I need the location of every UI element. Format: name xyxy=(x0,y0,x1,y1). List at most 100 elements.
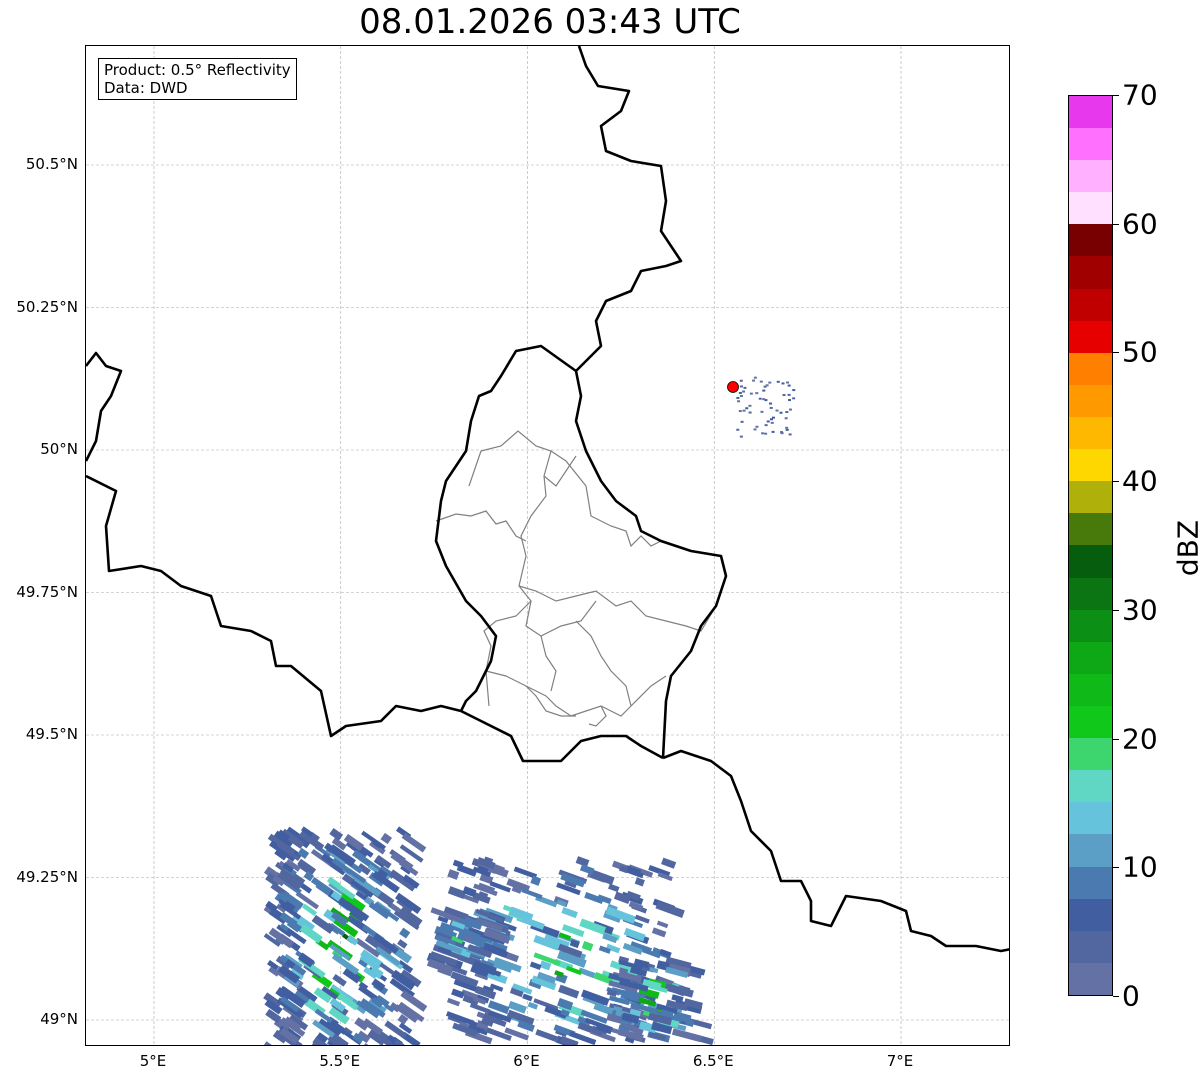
echo-pixel xyxy=(558,932,572,941)
echo-pixel xyxy=(464,934,474,943)
echo-pixel xyxy=(331,953,360,975)
echo-pixel xyxy=(328,844,356,867)
y-tick-label: 49°N xyxy=(40,1010,78,1028)
echo-pixel xyxy=(435,940,463,955)
echo-pixel xyxy=(462,886,477,898)
colorbar xyxy=(1068,95,1113,996)
echo-pixel xyxy=(362,1018,384,1036)
echo-pixel xyxy=(656,920,669,929)
echo-pixel xyxy=(544,1005,568,1019)
echo-pixel xyxy=(371,997,384,1008)
echo-pixel xyxy=(780,432,784,435)
echo-pixel xyxy=(402,874,420,889)
echo-pixel xyxy=(342,967,362,984)
echo-pixel xyxy=(613,1005,623,1013)
echo-pixel xyxy=(331,837,347,851)
echo-pixel xyxy=(450,971,479,987)
echo-pixel xyxy=(529,961,542,970)
echo-pixel xyxy=(285,858,301,872)
country-borders xyxy=(86,46,1009,953)
echo-pixel xyxy=(445,1011,475,1026)
echo-pixel xyxy=(606,989,618,997)
echo-pixel xyxy=(493,957,522,973)
echo-pixel xyxy=(566,965,583,976)
echo-pixel xyxy=(580,1009,608,1024)
colorbar-bin xyxy=(1069,384,1112,418)
echo-pixel xyxy=(400,865,412,875)
echo-pixel xyxy=(579,864,595,875)
echo-pixel xyxy=(736,428,740,431)
echo-pixel xyxy=(301,903,317,917)
echo-pixel xyxy=(739,435,743,438)
echo-pixel xyxy=(628,901,644,911)
echo-pixel xyxy=(759,380,763,383)
echo-pixel xyxy=(450,920,466,930)
colorbar-bin xyxy=(1069,834,1112,867)
echo-pixel xyxy=(742,390,746,393)
echo-pixel xyxy=(608,980,639,993)
echo-pixel xyxy=(621,1012,640,1024)
echo-pixel xyxy=(369,965,384,980)
echo-pixel xyxy=(659,948,672,958)
product-label: Product: 0.5° Reflectivity xyxy=(104,61,291,79)
echo-pixel xyxy=(399,969,422,988)
echo-pixel xyxy=(300,826,314,837)
colorbar-tick xyxy=(1113,481,1119,483)
echo-pixel xyxy=(279,923,289,932)
echo-pixel xyxy=(623,927,646,942)
echo-pixel xyxy=(648,865,671,878)
echo-pixel xyxy=(560,1009,570,1017)
echo-pixel xyxy=(763,385,767,388)
echo-pixel xyxy=(279,1027,300,1045)
echo-pixel xyxy=(303,871,315,882)
echo-pixel xyxy=(619,967,629,974)
colorbar-tick-label: 10 xyxy=(1122,850,1158,884)
echo-pixel xyxy=(766,420,770,423)
echo-pixel xyxy=(437,915,449,924)
echo-pixel xyxy=(299,924,323,944)
echo-pixel xyxy=(356,1000,380,1019)
echo-pixel xyxy=(742,409,746,412)
echo-pixel xyxy=(470,964,490,978)
echo-pixel xyxy=(665,956,692,971)
echo-pixel xyxy=(748,404,752,407)
echo-pixel xyxy=(278,985,306,1009)
echo-pixel xyxy=(605,906,637,924)
echo-pixel xyxy=(358,956,370,968)
echo-pixel xyxy=(359,952,382,971)
echo-pixel xyxy=(764,432,768,435)
echo-pixel xyxy=(657,872,673,882)
colorbar-tick-label: 70 xyxy=(1122,78,1158,112)
colorbar-bin xyxy=(1069,192,1112,225)
echo-pixel xyxy=(651,1021,673,1035)
colorbar-bin xyxy=(1069,545,1112,578)
echo-pixel xyxy=(314,1008,333,1024)
echo-pixel xyxy=(352,1032,365,1044)
echo-pixel xyxy=(343,833,365,852)
colorbar-tick xyxy=(1113,609,1119,611)
echo-pixel xyxy=(634,877,645,887)
echo-pixel xyxy=(446,997,461,1007)
echo-pixel xyxy=(598,945,611,954)
echo-pixel xyxy=(665,966,689,979)
colorbar-tick-label: 60 xyxy=(1122,207,1158,241)
echo-pixel xyxy=(395,892,422,914)
colorbar-bin xyxy=(1069,577,1112,610)
echo-pixel xyxy=(329,828,344,841)
echo-pixel xyxy=(784,417,788,420)
echo-pixel xyxy=(743,386,747,389)
echo-pixel xyxy=(443,906,469,921)
echo-pixel xyxy=(507,1000,527,1014)
echo-pixel xyxy=(282,861,295,873)
echo-pixel xyxy=(437,945,453,955)
echo-pixel xyxy=(649,966,659,974)
echo-pixel xyxy=(279,902,302,920)
radar-site-marker[interactable] xyxy=(727,381,739,393)
y-tick-label: 50.25°N xyxy=(16,297,78,316)
echo-pixel xyxy=(426,958,453,975)
radar-map[interactable]: Product: 0.5° Reflectivity Data: DWD xyxy=(85,45,1010,1046)
echo-pixel xyxy=(360,998,386,1018)
colorbar-bin xyxy=(1069,288,1112,321)
echo-pixel xyxy=(517,1019,535,1033)
echo-pixel xyxy=(483,1012,503,1025)
